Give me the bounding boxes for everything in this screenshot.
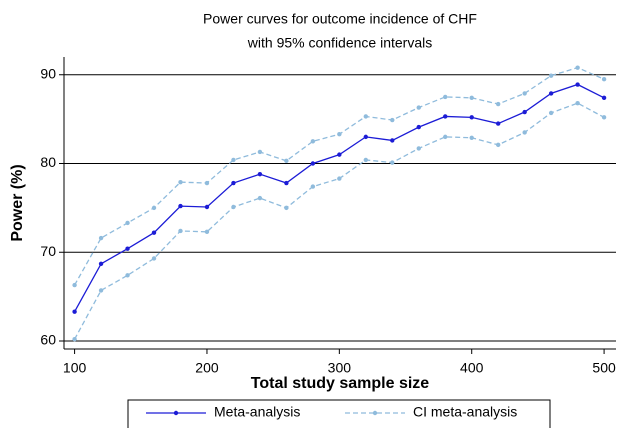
point [178, 203, 183, 209]
point [575, 65, 580, 70]
point [337, 132, 342, 137]
point [601, 76, 607, 82]
x-tick-label: 400 [460, 360, 484, 376]
point [231, 157, 236, 163]
point [310, 161, 316, 166]
point [151, 256, 157, 261]
x-tick-label: 100 [63, 360, 87, 376]
x-tick-label: 200 [195, 360, 219, 376]
legend-box [127, 399, 551, 428]
point [151, 205, 157, 211]
point [337, 152, 342, 157]
point [204, 180, 210, 186]
point [575, 82, 580, 87]
y-tick-label: 70 [40, 243, 56, 259]
point [495, 101, 501, 107]
x-tick-label: 500 [592, 360, 616, 376]
point [257, 195, 263, 201]
point [522, 130, 527, 135]
point [443, 114, 448, 119]
point [469, 135, 474, 140]
point [390, 117, 395, 123]
point [469, 95, 474, 101]
y-tick-label: 80 [40, 154, 56, 170]
legend-label: CI meta-analysis [413, 404, 517, 420]
legend-marker [372, 410, 378, 416]
point [257, 149, 263, 155]
point [284, 158, 289, 164]
point [443, 134, 448, 140]
point [151, 230, 157, 235]
point [284, 180, 289, 186]
point [390, 138, 395, 143]
point [363, 157, 369, 163]
point [601, 95, 607, 101]
point [548, 110, 554, 116]
point [72, 337, 77, 342]
point [310, 184, 316, 189]
y-tick-label: 60 [40, 332, 56, 348]
point [575, 100, 580, 106]
y-tick-label: 90 [40, 65, 56, 81]
point [257, 171, 263, 177]
point [178, 179, 183, 185]
point [522, 91, 527, 96]
point [284, 205, 289, 211]
point [98, 261, 104, 266]
legend-label: Meta-analysis [214, 404, 300, 420]
point [125, 220, 130, 226]
y-axis-label: Power (%) [9, 164, 26, 241]
point [98, 288, 104, 293]
point [548, 73, 554, 78]
point [495, 142, 501, 148]
point [204, 204, 210, 210]
point [601, 115, 607, 120]
point [548, 91, 554, 96]
point [416, 146, 421, 151]
point [178, 228, 183, 234]
point [125, 273, 130, 278]
point [363, 114, 369, 119]
point [310, 139, 316, 144]
point [522, 109, 527, 115]
point [416, 105, 421, 110]
point [72, 309, 77, 314]
chart-title: Power curves for outcome incidence of CH… [203, 11, 477, 27]
point [469, 115, 474, 120]
point [495, 121, 501, 126]
point [443, 94, 448, 100]
point [337, 176, 342, 181]
chart-title: with 95% confidence intervals [247, 35, 432, 51]
point [204, 229, 210, 235]
x-tick-label: 300 [328, 360, 352, 376]
legend-marker [173, 410, 179, 416]
point [231, 180, 236, 186]
point [98, 235, 104, 241]
point [72, 282, 77, 288]
point [363, 134, 369, 140]
point [416, 124, 421, 130]
point [125, 246, 130, 251]
series-line [74, 102, 605, 340]
x-axis-label: Total study sample size [251, 375, 430, 392]
series-line [74, 83, 605, 313]
point [231, 204, 236, 210]
point [390, 160, 395, 165]
